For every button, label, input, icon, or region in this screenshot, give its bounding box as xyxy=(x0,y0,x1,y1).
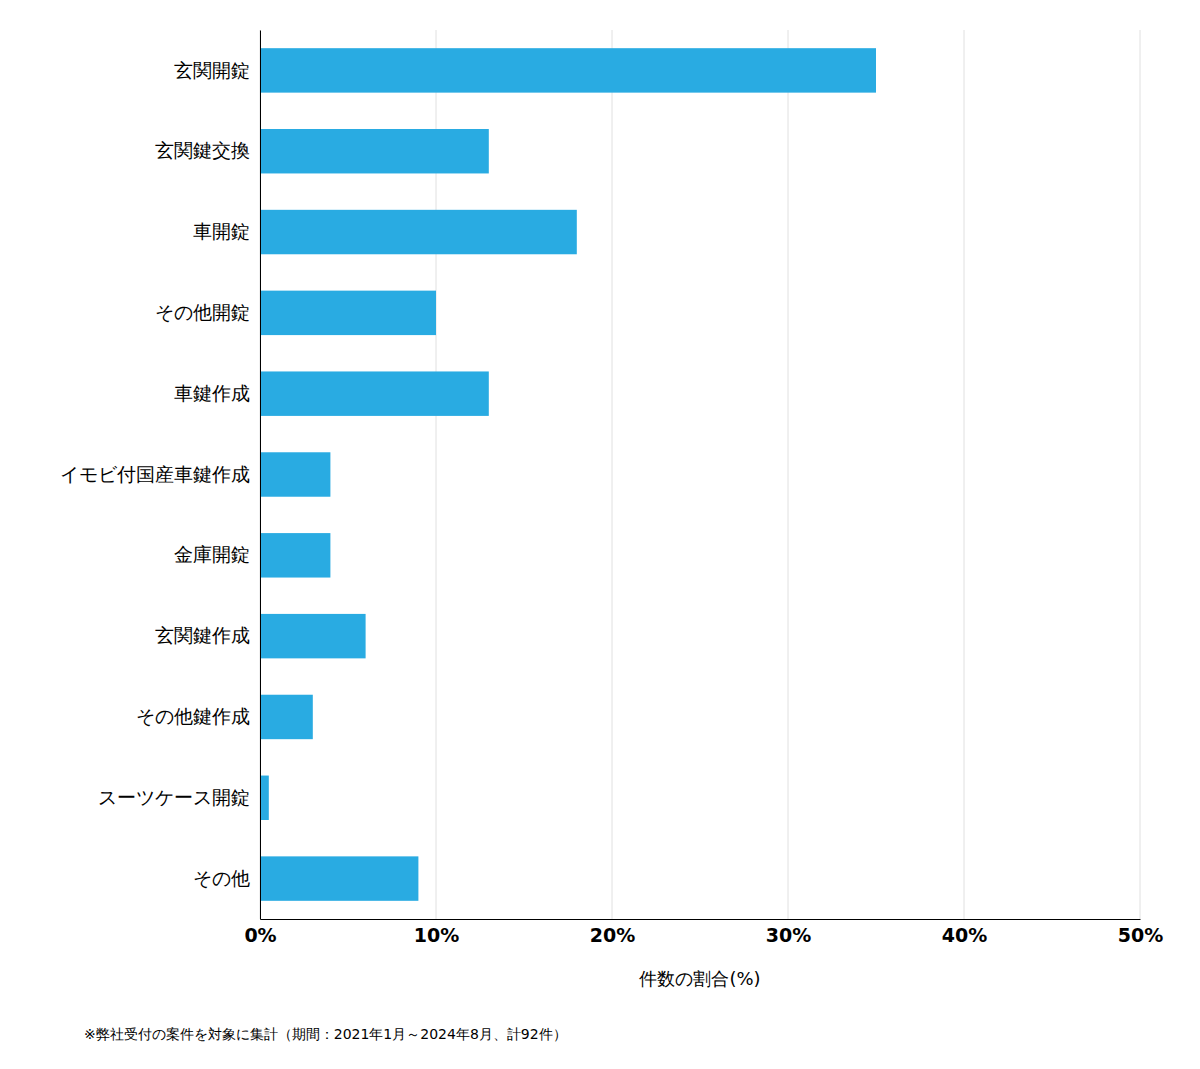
x-tick: 50% xyxy=(1118,919,1163,946)
y-tick-label: その他開錠 xyxy=(155,301,250,323)
bar xyxy=(260,695,313,739)
bar xyxy=(260,129,489,173)
grid-line xyxy=(788,30,789,919)
y-tick-label: 玄関開錠 xyxy=(174,58,250,80)
y-tick: スーツケース開錠 xyxy=(98,786,260,808)
bar xyxy=(260,452,330,496)
x-axis-line xyxy=(261,919,1141,920)
grid-line xyxy=(260,30,261,919)
grid-line xyxy=(612,30,613,919)
y-tick-label: 車鍵作成 xyxy=(174,382,250,404)
y-tick: イモビ付国産車鍵作成 xyxy=(60,463,260,485)
bar xyxy=(260,291,436,335)
x-tick-label: 40% xyxy=(942,924,987,946)
bar xyxy=(260,48,876,92)
y-tick-label: イモビ付国産車鍵作成 xyxy=(60,463,250,485)
y-tick: 玄関開錠 xyxy=(174,58,260,80)
x-axis-title: 件数の割合(%) xyxy=(639,968,760,989)
bar xyxy=(260,210,577,254)
y-tick: その他 xyxy=(193,867,260,889)
x-tick-label: 10% xyxy=(414,924,459,946)
bar xyxy=(260,776,269,820)
x-tick: 10% xyxy=(414,919,459,946)
y-tick: 金庫開錠 xyxy=(174,543,260,565)
x-tick-label: 50% xyxy=(1118,924,1163,946)
footnote: ※弊社受付の案件を対象に集計（期間：2021年1月～2024年8月、計92件） xyxy=(84,1026,567,1042)
bar xyxy=(260,614,366,658)
x-tick: 20% xyxy=(590,919,635,946)
y-axis: その他 スーツケース開錠 その他鍵作成 玄関鍵作成 金庫開錠 イモビ付国産車鍵作成 車鍵作成… xyxy=(60,31,261,920)
x-tick-label: 20% xyxy=(590,924,635,946)
y-tick: 車開錠 xyxy=(193,220,260,242)
x-tick: 40% xyxy=(942,919,987,946)
bar xyxy=(260,533,330,577)
bar xyxy=(260,856,418,900)
chart: 0% 10% 20% 30% 40% 50% その他 スーツケース開錠 その他鍵作成 玄関鍵作成 金… xyxy=(0,0,1200,1069)
y-tick-label: 玄関鍵作成 xyxy=(155,624,250,646)
y-tick-label: 車開錠 xyxy=(193,220,250,242)
y-tick: その他鍵作成 xyxy=(136,705,260,727)
y-axis-line xyxy=(260,31,261,920)
grid-line xyxy=(964,30,965,919)
y-tick-label: その他鍵作成 xyxy=(136,705,250,727)
grid-line xyxy=(1140,30,1141,919)
y-tick-label: 玄関鍵交換 xyxy=(155,139,250,161)
grid xyxy=(260,30,1140,919)
y-tick-label: その他 xyxy=(193,867,250,889)
plot: 0% 10% 20% 30% 40% 50% その他 スーツケース開錠 その他鍵作成 玄関鍵作成 金… xyxy=(60,30,1163,989)
y-tick-label: 金庫開錠 xyxy=(174,543,250,565)
x-tick: 0% xyxy=(244,919,276,946)
x-tick: 30% xyxy=(766,919,811,946)
y-tick-label: スーツケース開錠 xyxy=(98,786,250,808)
y-tick: 車鍵作成 xyxy=(174,382,260,404)
bar xyxy=(260,371,489,415)
bars xyxy=(260,48,876,901)
x-tick-label: 0% xyxy=(244,924,276,946)
y-tick: 玄関鍵作成 xyxy=(155,624,260,646)
y-tick: 玄関鍵交換 xyxy=(155,139,260,161)
y-tick: その他開錠 xyxy=(155,301,260,323)
x-tick-label: 30% xyxy=(766,924,811,946)
x-axis: 0% 10% 20% 30% 40% 50% xyxy=(244,919,1163,946)
